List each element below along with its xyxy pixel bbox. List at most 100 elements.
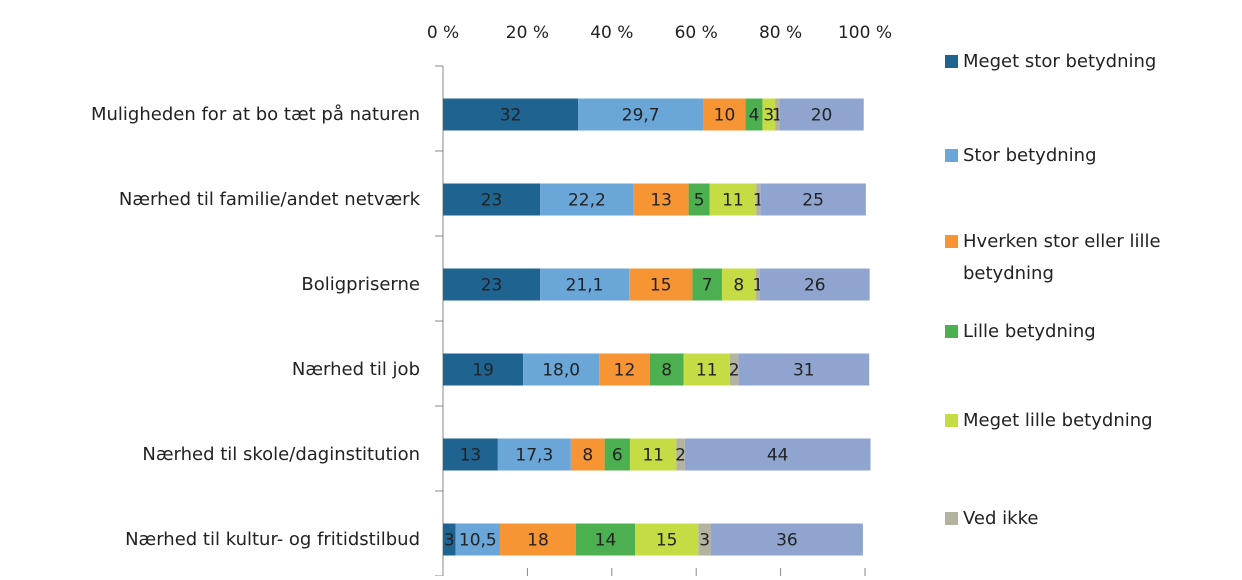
data-label: 18,0	[542, 361, 580, 381]
category-label-box: Nærhed til skole/daginstitution	[0, 415, 420, 495]
bar-segment	[684, 438, 871, 471]
bar-segment	[570, 438, 605, 471]
legend-item: Stor betydning	[945, 140, 1242, 172]
bar-segment	[443, 523, 456, 556]
bar-segment	[703, 98, 746, 131]
category-label-box: Muligheden for at bo tæt på naturen	[0, 75, 420, 155]
data-label: 3	[763, 106, 774, 126]
bar-segment	[738, 353, 870, 386]
data-label: 10	[714, 106, 736, 126]
data-label: 23	[481, 276, 503, 296]
data-label: 6	[612, 446, 623, 466]
bar-segment	[540, 268, 630, 301]
category-label: Boligpriserne	[301, 273, 420, 295]
legend-item: Ved ikke	[945, 503, 1242, 535]
data-label: 12	[614, 361, 636, 381]
data-label: 13	[650, 191, 672, 211]
data-label: 26	[804, 276, 826, 296]
data-label: 15	[650, 276, 672, 296]
category-label: Nærhed til familie/andet netværk	[118, 188, 420, 210]
bar-segment	[633, 183, 689, 216]
bar-segment	[604, 438, 630, 471]
x-tick-label: 0 %	[427, 23, 459, 43]
data-label: 31	[793, 361, 815, 381]
data-label: 25	[802, 191, 824, 211]
data-label: 1	[753, 191, 764, 211]
legend-swatch	[945, 325, 958, 338]
data-label: 2	[675, 446, 686, 466]
bar-segment	[755, 268, 760, 301]
bar-segment	[629, 438, 677, 471]
legend-item: Meget lille betydning	[945, 405, 1242, 437]
data-label: 13	[460, 446, 482, 466]
x-tick-label: 100 %	[838, 23, 892, 43]
category-label-box: Boligpriserne	[0, 245, 420, 325]
bar-segment	[649, 353, 684, 386]
legend-label: Hverken stor eller lille betydning	[963, 231, 1161, 284]
bar-segment	[756, 183, 761, 216]
bar-segment	[683, 353, 730, 386]
data-label: 32	[500, 106, 522, 126]
data-label: 3	[444, 531, 455, 551]
bar-segment	[775, 98, 780, 131]
data-label: 23	[481, 191, 503, 211]
data-label: 15	[656, 531, 678, 551]
legend-swatch	[945, 235, 958, 248]
legend-label: Stor betydning	[963, 145, 1097, 166]
bar-segment	[692, 268, 722, 301]
bar-segment	[540, 183, 634, 216]
data-label: 5	[694, 191, 705, 211]
data-label: 20	[811, 106, 833, 126]
data-label: 29,7	[622, 106, 660, 126]
category-label-box: Nærhed til kultur- og fritidstilbud	[0, 500, 420, 580]
data-label: 8	[733, 276, 744, 296]
data-label: 1	[752, 276, 763, 296]
data-label: 11	[722, 191, 744, 211]
legend-item: Lille betydning	[945, 316, 1242, 348]
bar-segment	[599, 353, 650, 386]
bar-segment	[635, 523, 699, 556]
bar-segment	[759, 268, 870, 301]
legend-swatch	[945, 414, 958, 427]
x-tick-label: 20 %	[506, 23, 549, 43]
data-label: 44	[767, 446, 789, 466]
data-label: 21,1	[566, 276, 604, 296]
bar-segment	[688, 183, 710, 216]
data-label: 36	[776, 531, 798, 551]
data-label: 11	[696, 361, 718, 381]
bar-segment	[729, 353, 739, 386]
data-label: 11	[642, 446, 664, 466]
bar-segment	[443, 353, 524, 386]
legend-item: Hverken stor eller lille betydning	[945, 226, 1242, 290]
data-label: 7	[702, 276, 713, 296]
data-label: 22,2	[568, 191, 606, 211]
category-label: Nærhed til job	[291, 358, 420, 380]
x-tick-label: 80 %	[759, 23, 802, 43]
x-tick-label: 40 %	[590, 23, 633, 43]
bar-segment	[443, 98, 579, 131]
data-label: 1	[772, 106, 783, 126]
bar-segment	[629, 268, 693, 301]
x-tick-label: 60 %	[675, 23, 718, 43]
data-label: 17,3	[515, 446, 553, 466]
bar-segment	[710, 523, 863, 556]
category-label: Nærhed til kultur- og fritidstilbud	[125, 528, 420, 550]
data-label: 4	[749, 106, 760, 126]
bar-segment	[575, 523, 636, 556]
legend-label: Ved ikke	[963, 508, 1039, 529]
data-label: 8	[582, 446, 593, 466]
legend-label: Lille betydning	[963, 321, 1096, 342]
bar-segment	[760, 183, 866, 216]
bar-segment	[523, 353, 600, 386]
data-label: 18	[527, 531, 549, 551]
legend-label: Meget stor betydning	[963, 51, 1157, 72]
bar-segment	[779, 98, 864, 131]
data-label: 3	[699, 531, 710, 551]
category-label: Nærhed til skole/daginstitution	[142, 443, 420, 465]
bar-segment	[443, 438, 498, 471]
data-label: 10,5	[459, 531, 497, 551]
bar-segment	[762, 98, 776, 131]
bar-segment	[443, 183, 541, 216]
